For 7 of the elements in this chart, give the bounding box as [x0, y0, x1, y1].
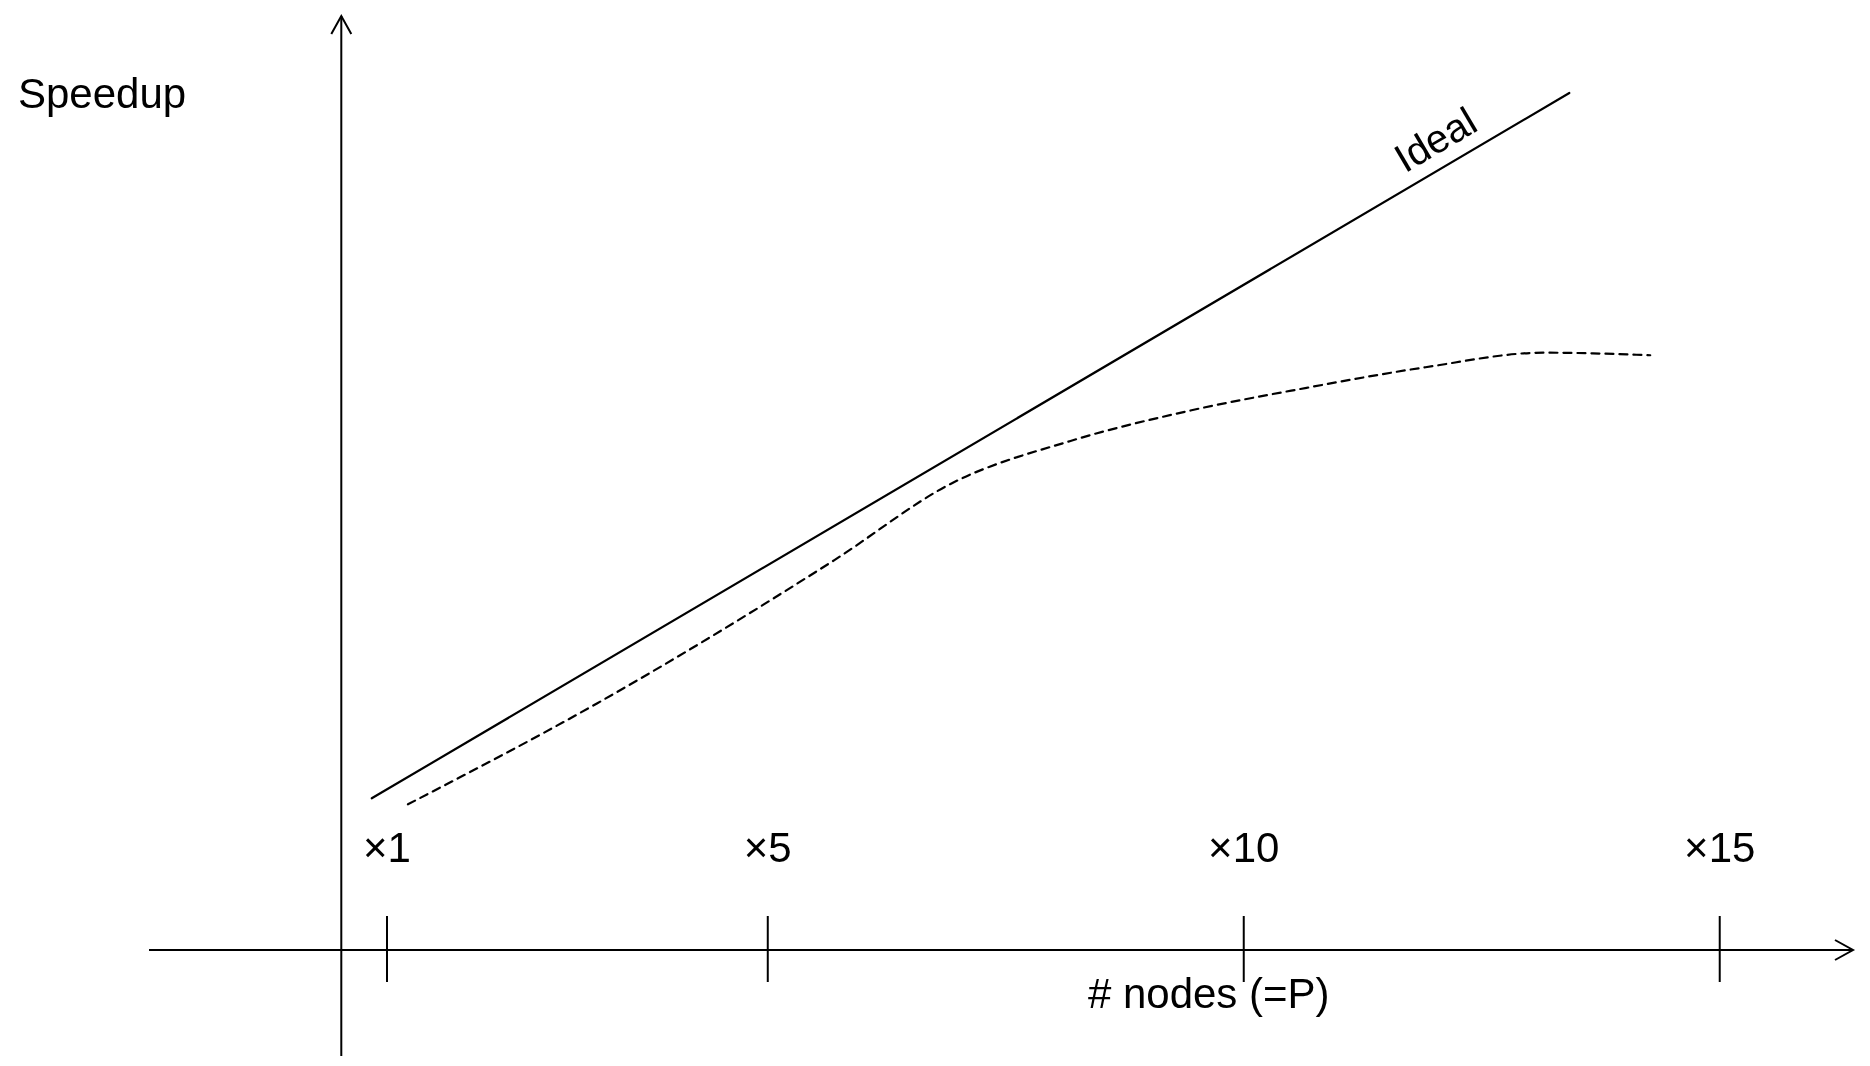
y-axis-title: Speedup [18, 70, 187, 117]
x-tick-label: ×1 [363, 824, 411, 871]
x-tick-label: ×15 [1684, 824, 1756, 871]
x-tick-label: ×10 [1208, 824, 1280, 871]
text: Ideal [1386, 98, 1484, 181]
x-axis-title: # nodes (=P) [1087, 970, 1330, 1017]
x-tick-label: ×5 [743, 824, 792, 871]
